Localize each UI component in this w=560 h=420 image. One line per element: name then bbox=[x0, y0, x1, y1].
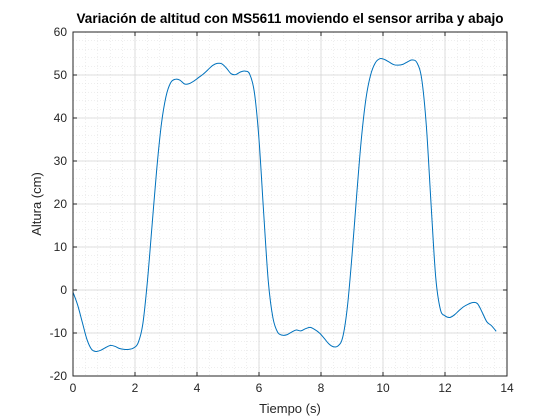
y-tick-label: -20 bbox=[50, 369, 68, 383]
x-tick-label: 12 bbox=[438, 381, 452, 395]
x-axis-ticks: 0 2 4 6 8 10 12 14 bbox=[70, 32, 514, 395]
y-tick-label: 60 bbox=[54, 25, 68, 39]
y-tick-label: 20 bbox=[54, 197, 68, 211]
y-tick-label: 40 bbox=[54, 111, 68, 125]
x-tick-label: 0 bbox=[70, 381, 77, 395]
series-line bbox=[72, 57, 497, 353]
x-tick-label: 14 bbox=[500, 381, 514, 395]
y-axis-label: Altura (cm) bbox=[29, 172, 44, 236]
chart-title: Variación de altitud con MS5611 moviendo… bbox=[77, 11, 504, 26]
x-axis-label: Tiempo (s) bbox=[259, 401, 321, 416]
y-tick-label: -10 bbox=[50, 326, 68, 340]
y-axis-ticks: -20 -10 0 10 20 30 40 50 60 bbox=[50, 25, 507, 383]
y-tick-label: 10 bbox=[54, 240, 68, 254]
y-tick-label: 30 bbox=[54, 154, 68, 168]
x-tick-label: 2 bbox=[132, 381, 139, 395]
x-tick-label: 8 bbox=[318, 381, 325, 395]
x-tick-label: 10 bbox=[376, 381, 390, 395]
y-tick-label: 50 bbox=[54, 68, 68, 82]
x-tick-label: 4 bbox=[194, 381, 201, 395]
y-tick-label: 0 bbox=[60, 283, 67, 297]
x-tick-label: 6 bbox=[256, 381, 263, 395]
